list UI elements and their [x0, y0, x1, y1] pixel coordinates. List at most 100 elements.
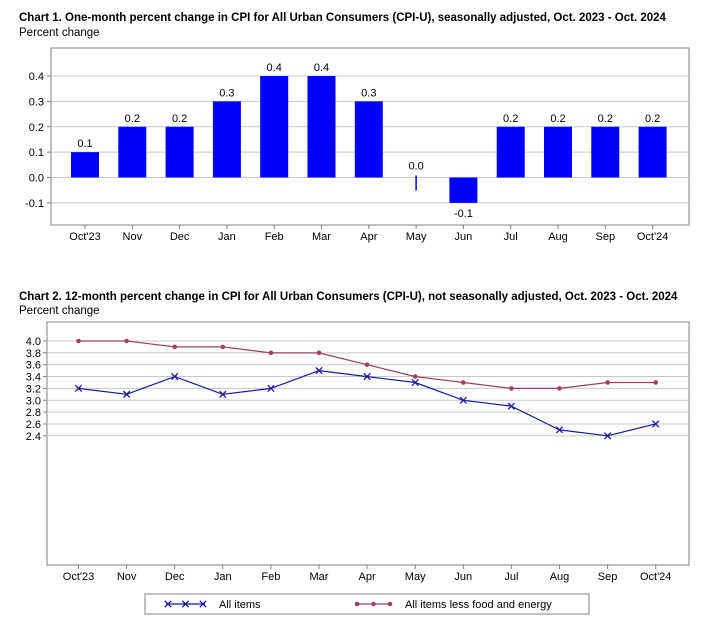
chart2-x-tick-label: Aug: [550, 571, 570, 583]
chart2-y-tick-label: 4.0: [26, 336, 41, 348]
chart2-point-core: [461, 380, 466, 385]
chart2-point-core: [316, 350, 322, 356]
chart2-point-all-items: [603, 432, 612, 440]
chart1-data-label: 0.1: [77, 138, 92, 150]
chart2-y-tick-label: 2.6: [26, 419, 41, 431]
chart1-bar: [544, 126, 572, 178]
chart2-x-tick-label: Dec: [165, 571, 185, 583]
chart2-point-all-items: [363, 372, 371, 381]
chart2-point-core: [605, 380, 610, 385]
chart1-data-label: 0.4: [267, 62, 282, 74]
chart1-ylabel: Percent change: [19, 27, 100, 39]
legend-core-marker: [387, 601, 393, 607]
chart1-x-tick-label: Nov: [123, 231, 143, 243]
chart1-y-tick-label: 0.3: [29, 96, 44, 108]
chart2-x-tick-label: Apr: [359, 571, 376, 583]
chart1-x-tick-label: May: [406, 231, 427, 243]
chart2-y-tick-label: 3.8: [26, 348, 41, 360]
chart2-point-core: [172, 344, 177, 350]
chart1-x-tick-label: Apr: [360, 231, 377, 243]
chart1-x-tick-label: Dec: [170, 231, 190, 243]
chart2-point-all-items: [171, 372, 179, 381]
legend-all-items-marker: [199, 600, 207, 608]
chart2-y-tick-label: 2.8: [26, 407, 41, 419]
chart1-data-label: -0.1: [454, 208, 473, 220]
chart2-point-core: [76, 338, 81, 344]
chart1-data-label: 0.3: [219, 87, 234, 99]
chart1-x-tick-label: Sep: [596, 231, 616, 243]
chart1-data-label: 0.2: [550, 113, 565, 125]
chart2-x-tick-label: Feb: [261, 571, 280, 583]
chart2-point-core: [268, 350, 274, 356]
chart2-point-all-items: [411, 378, 419, 387]
chart1-x-tick-label: Jan: [218, 231, 236, 243]
chart1-bar: [165, 126, 194, 178]
chart1-bar: [496, 126, 525, 178]
chart2-point-all-items: [459, 396, 467, 404]
chart1-x-tick-label: Mar: [312, 231, 331, 243]
chart2-x-tick-label: Sep: [598, 571, 618, 583]
legend-core-marker: [354, 601, 360, 607]
chart1-x-tick-label: Jun: [455, 231, 473, 243]
chart2-x-tick-label: Oct'23: [63, 571, 94, 583]
chart1-x-tick-label: Jul: [504, 231, 518, 243]
chart1-y-tick-label: -0.1: [25, 198, 44, 210]
chart1-bar: [307, 76, 336, 178]
chart2-title: Chart 2. 12-month percent change in CPI …: [19, 291, 678, 303]
chart1-bar: [591, 126, 620, 178]
chart1-y-tick-label: 0.2: [29, 122, 44, 134]
chart2-y-tick-label: 3.4: [26, 372, 41, 384]
chart2-point-all-items: [652, 420, 660, 428]
chart2-point-all-items: [555, 426, 564, 434]
chart2-point-all-items: [507, 402, 516, 410]
chart1-y-tick-label: 0.0: [29, 173, 44, 185]
chart1-x-tick-label: Oct'24: [637, 231, 668, 243]
chart2-y-tick-label: 3.6: [26, 360, 41, 372]
chart2-x-tick-label: Jan: [214, 571, 232, 583]
chart2-point-core: [412, 374, 418, 379]
legend-all-items-marker: [181, 600, 190, 608]
chart1-bar: [71, 152, 99, 178]
chart1-data-label: 0.3: [361, 87, 376, 99]
chart1-data-label: 0.2: [598, 113, 613, 125]
chart2-point-all-items: [315, 366, 323, 375]
chart1-x-tick-label: Feb: [265, 231, 284, 243]
chart2-point-all-items: [267, 384, 275, 393]
chart2-x-tick-label: Jun: [454, 571, 472, 583]
chart1-bar: [638, 126, 667, 178]
chart2-point-core: [653, 380, 658, 385]
chart1-title: Chart 1. One-month percent change in CPI…: [19, 12, 666, 24]
chart1-bar: [212, 101, 241, 178]
chart1-bar: [449, 177, 478, 203]
chart1-data-label: 0.2: [503, 113, 518, 125]
legend-all-items-label: All items: [219, 599, 261, 611]
chart2-x-tick-label: May: [405, 571, 426, 583]
legend-all-items-marker: [164, 600, 172, 608]
chart1-x-tick-label: Oct'23: [69, 231, 100, 243]
chart1-bar: [260, 76, 289, 178]
chart2-point-core: [220, 344, 226, 350]
chart2-x-tick-label: Jul: [504, 571, 518, 583]
chart2-point-core: [557, 386, 562, 391]
chart1-x-tick-label: Aug: [548, 231, 568, 243]
chart2-y-tick-label: 3.2: [26, 383, 41, 395]
chart2-x-tick-label: Nov: [117, 571, 137, 583]
chart1-bar: [118, 126, 147, 178]
chart1-y-tick-label: 0.1: [29, 147, 44, 159]
chart2-x-tick-label: Mar: [310, 571, 329, 583]
chart2-y-tick-label: 3.0: [26, 395, 41, 407]
chart2-point-all-items: [219, 390, 227, 398]
chart2-ylabel: Percent change: [19, 305, 100, 317]
chart2-x-tick-label: Oct'24: [640, 571, 671, 583]
chart2-y-tick-label: 2.4: [26, 431, 41, 443]
chart2-point-core: [364, 362, 370, 368]
chart2-point-core: [124, 338, 129, 344]
chart1-data-label: 0.2: [172, 113, 187, 125]
chart1-data-label: 0.2: [125, 113, 140, 125]
chart2-plot-area: [46, 321, 690, 566]
legend-core-label: All items less food and energy: [405, 599, 552, 611]
chart1-data-label: 0.0: [408, 161, 423, 173]
chart1-data-label: 0.4: [314, 62, 329, 74]
chart1-y-tick-label: 0.4: [29, 71, 44, 83]
